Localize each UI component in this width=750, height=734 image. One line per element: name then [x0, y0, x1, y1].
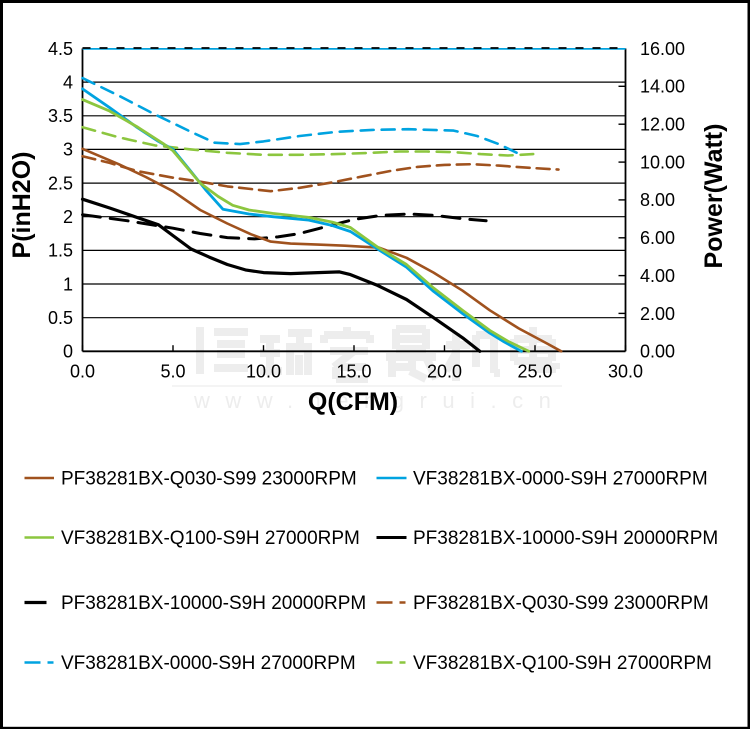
svg-text:3: 3: [63, 140, 73, 160]
svg-text:8.00: 8.00: [640, 190, 675, 210]
svg-text:2.00: 2.00: [640, 304, 675, 324]
svg-text:25.0: 25.0: [517, 361, 552, 381]
svg-text:16.00: 16.00: [640, 39, 685, 59]
svg-text:PF38281BX-10000-S9H 20000RPM: PF38281BX-10000-S9H 20000RPM: [61, 593, 366, 614]
svg-text:0.00: 0.00: [640, 342, 675, 362]
svg-text:PF38281BX-10000-S9H 20000RPM: PF38281BX-10000-S9H 20000RPM: [413, 528, 718, 549]
svg-text:14.00: 14.00: [640, 77, 685, 97]
svg-text:0.5: 0.5: [48, 308, 73, 328]
svg-text:PF38281BX-Q030-S99 23000RPM: PF38281BX-Q030-S99 23000RPM: [413, 593, 709, 614]
svg-text:2.5: 2.5: [48, 173, 73, 193]
svg-text:10.0: 10.0: [246, 361, 281, 381]
svg-text:P(inH2O): P(inH2O): [8, 152, 36, 259]
svg-text:6.00: 6.00: [640, 228, 675, 248]
svg-text:PF38281BX-Q030-S99 23000RPM: PF38281BX-Q030-S99 23000RPM: [61, 469, 357, 490]
svg-text:2: 2: [63, 207, 73, 227]
svg-text:5.0: 5.0: [160, 361, 185, 381]
svg-text:12.00: 12.00: [640, 115, 685, 135]
svg-text:4: 4: [63, 72, 73, 92]
svg-text:VF38281BX-Q100-S9H 27000RPM: VF38281BX-Q100-S9H 27000RPM: [413, 653, 712, 674]
svg-text:3.5: 3.5: [48, 106, 73, 126]
svg-text:Q(CFM): Q(CFM): [308, 388, 398, 416]
svg-text:20.0: 20.0: [427, 361, 462, 381]
svg-text:VF38281BX-Q100-S9H 27000RPM: VF38281BX-Q100-S9H 27000RPM: [61, 528, 360, 549]
svg-text:1: 1: [63, 274, 73, 294]
svg-text:1.5: 1.5: [48, 241, 73, 261]
svg-text:4.00: 4.00: [640, 266, 675, 286]
svg-text:VF38281BX-0000-S9H 27000RPM: VF38281BX-0000-S9H 27000RPM: [413, 469, 708, 490]
svg-text:10.00: 10.00: [640, 152, 685, 172]
svg-text:0.0: 0.0: [70, 361, 95, 381]
svg-text:30.0: 30.0: [608, 361, 643, 381]
svg-text:15.0: 15.0: [336, 361, 371, 381]
svg-text:0: 0: [63, 342, 73, 362]
svg-text:4.5: 4.5: [48, 39, 73, 59]
svg-text:Power(Watt): Power(Watt): [700, 124, 728, 269]
svg-text:VF38281BX-0000-S9H 27000RPM: VF38281BX-0000-S9H 27000RPM: [61, 653, 356, 674]
